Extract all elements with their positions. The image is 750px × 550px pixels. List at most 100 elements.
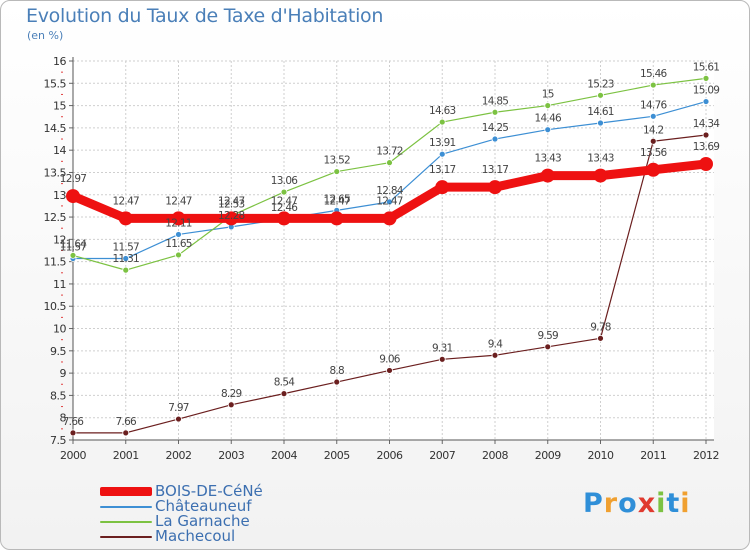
data-label: 14.76 xyxy=(640,99,668,111)
data-point xyxy=(646,162,661,177)
y-tick-label: 10.5 xyxy=(44,300,67,313)
x-tick-label: 2011 xyxy=(640,449,666,462)
legend-label: Châteauneuf xyxy=(155,497,252,515)
x-tick-label: 2009 xyxy=(535,449,561,462)
data-label: 9.78 xyxy=(590,321,611,333)
data-point xyxy=(544,126,552,134)
data-point xyxy=(171,211,186,226)
data-label: 15.23 xyxy=(587,78,614,90)
line-chart: 7.5 8 8.5 9 9.5 10 10.5 11 11.5 12 12.5 13 13.5 14 14.… xyxy=(44,55,721,462)
data-label: 12.47 xyxy=(323,195,350,207)
y-tick-label: 14 xyxy=(53,144,66,157)
data-point xyxy=(702,98,710,105)
data-point xyxy=(699,156,713,171)
data-point xyxy=(649,81,657,89)
data-label: 7.66 xyxy=(115,416,137,428)
data-label: 14.34 xyxy=(693,118,721,130)
data-label: 13.69 xyxy=(693,141,720,153)
y-tick-label: 10 xyxy=(53,323,66,336)
data-label: 7.66 xyxy=(63,416,85,428)
data-label: 14.85 xyxy=(482,95,509,107)
x-tick-label: 2002 xyxy=(166,449,192,462)
chart-title: Evolution du Taux de Taxe d'Habitation xyxy=(26,5,384,27)
data-label: 13.43 xyxy=(587,153,614,165)
data-label: 12.47 xyxy=(165,195,192,207)
y-tick-label: 16 xyxy=(53,55,66,68)
y-tick-label: 13.5 xyxy=(44,166,67,179)
data-label: 12.47 xyxy=(218,195,245,207)
legend-label: Machecoul xyxy=(155,527,236,545)
data-label: 12.11 xyxy=(165,217,192,229)
legend-swatch xyxy=(100,506,152,508)
data-point xyxy=(333,378,341,386)
logo-letter: x xyxy=(637,488,657,519)
x-tick-label: 2006 xyxy=(377,449,403,462)
x-tick-label: 2000 xyxy=(60,449,86,462)
data-point xyxy=(491,135,499,143)
data-point xyxy=(333,168,341,175)
data-point xyxy=(438,118,446,126)
legend-item: BOIS-DE-CéNé xyxy=(100,482,400,500)
y-tick-label: 9.5 xyxy=(50,345,66,358)
data-point xyxy=(544,343,552,351)
y-tick-label: 13 xyxy=(53,189,66,202)
data-point xyxy=(224,211,239,226)
data-label: 13.17 xyxy=(482,164,509,176)
y-tick-label: 12.5 xyxy=(44,211,67,224)
data-point xyxy=(329,211,344,226)
data-point xyxy=(702,74,710,82)
data-point xyxy=(382,211,397,226)
data-point xyxy=(491,351,499,359)
data-label: 15.61 xyxy=(693,61,720,73)
y-tick-label: 15.5 xyxy=(44,77,67,90)
data-point xyxy=(544,102,552,109)
data-point xyxy=(386,198,393,206)
data-label: 9.59 xyxy=(537,330,558,342)
data-label: 13.06 xyxy=(271,175,299,187)
data-label: 14.25 xyxy=(482,122,509,134)
legend-swatch xyxy=(100,536,152,538)
x-tick-label: 2001 xyxy=(113,449,139,462)
plot-area xyxy=(73,61,714,440)
data-point xyxy=(649,137,657,145)
data-label: 8.54 xyxy=(274,377,296,389)
y-tick-label: 12 xyxy=(53,233,66,246)
data-point xyxy=(175,231,182,238)
data-point xyxy=(386,367,393,374)
data-point xyxy=(277,211,291,226)
data-label: 11.31 xyxy=(112,253,139,265)
data-point xyxy=(438,355,446,363)
data-label: 7.97 xyxy=(168,402,189,414)
data-point xyxy=(702,131,710,139)
legend-item: Châteauneuf xyxy=(100,497,400,515)
data-label: 11.57 xyxy=(60,242,87,254)
legend-swatch xyxy=(100,487,152,496)
data-label: 8.29 xyxy=(221,388,242,400)
y-tick-label: 7.5 xyxy=(50,434,66,447)
data-label: 12.28 xyxy=(218,210,245,222)
y-tick-label: 8.5 xyxy=(50,389,66,402)
data-point xyxy=(175,251,182,259)
data-point xyxy=(280,188,288,196)
logo-letter: r xyxy=(603,488,619,519)
proxiti-logo: Proxiti xyxy=(583,488,691,519)
data-label: 9.06 xyxy=(379,353,401,365)
data-point xyxy=(438,150,446,158)
logo-letter: i xyxy=(656,488,667,519)
data-label: 15 xyxy=(542,89,554,101)
data-point xyxy=(175,415,182,423)
data-point xyxy=(122,255,130,262)
series xyxy=(66,74,713,437)
data-label: 12.46 xyxy=(271,202,299,214)
chart-unit: (en %) xyxy=(27,29,64,42)
data-label: 15.09 xyxy=(693,85,720,97)
data-label: 12.97 xyxy=(60,173,87,185)
data-label: 13.17 xyxy=(429,164,456,176)
y-tick-label: 8 xyxy=(60,412,67,425)
data-point xyxy=(122,266,130,274)
data-point xyxy=(122,429,130,437)
logo-letter: P xyxy=(583,488,604,519)
logo-letter: t xyxy=(666,488,681,519)
y-tick-label: 11 xyxy=(53,278,66,291)
x-tick-label: 2010 xyxy=(588,449,614,462)
